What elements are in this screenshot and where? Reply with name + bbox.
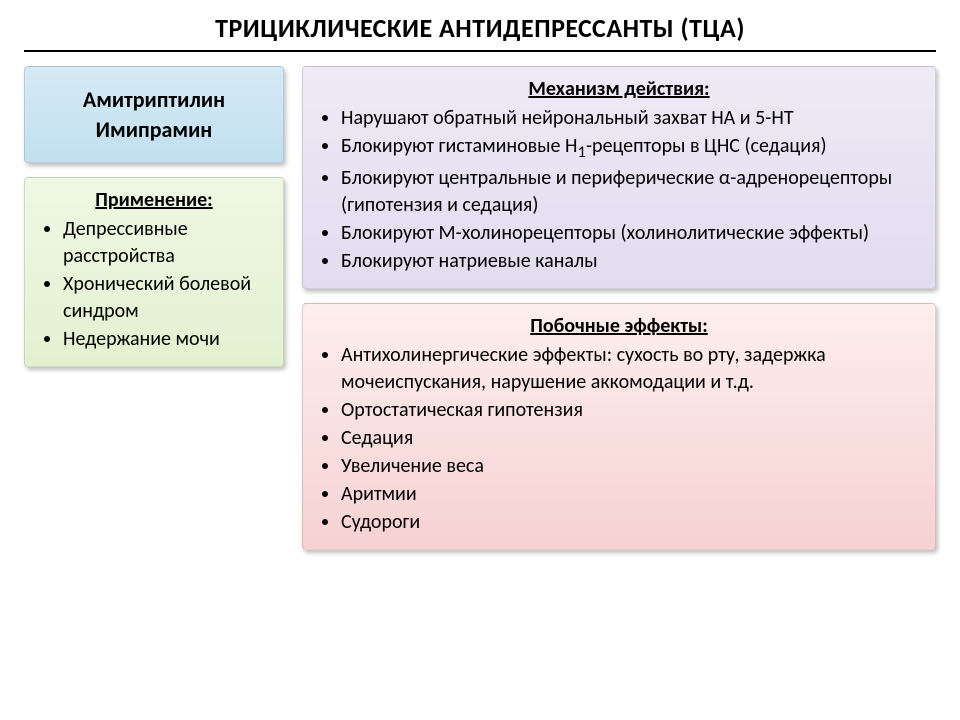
list-item: Седация — [341, 425, 921, 452]
side-effects-box: Побочные эффекты: Антихолинергические эф… — [302, 303, 936, 550]
content-layout: Амитриптилин Имипрамин Применение: Депре… — [24, 66, 936, 550]
side-effects-title: Побочные эффекты: — [317, 314, 921, 338]
drug-name-2: Имипрамин — [33, 115, 275, 145]
list-item: Хронический болевой синдром — [63, 271, 269, 325]
mechanism-list: Нарушают обратный нейрональный захват НА… — [317, 105, 921, 275]
list-item: Недержание мочи — [63, 326, 269, 353]
uses-list: Депрессивные расстройства Хронический бо… — [39, 216, 269, 353]
left-column: Амитриптилин Имипрамин Применение: Депре… — [24, 66, 284, 367]
list-item: Блокируют натриевые каналы — [341, 248, 921, 275]
list-item: Блокируют гистаминовые H1-рецепторы в ЦН… — [341, 133, 921, 164]
drug-name-1: Амитриптилин — [33, 85, 275, 115]
list-item: Блокируют центральные и периферические α… — [341, 165, 921, 219]
list-item: Ортостатическая гипотензия — [341, 397, 921, 424]
list-item: Судороги — [341, 509, 921, 536]
uses-title: Применение: — [39, 188, 269, 212]
side-effects-list: Антихолинергические эффекты: сухость во … — [317, 342, 921, 536]
list-item: Депрессивные расстройства — [63, 216, 269, 270]
list-item: Антихолинергические эффекты: сухость во … — [341, 342, 921, 396]
uses-box: Применение: Депрессивные расстройства Хр… — [24, 177, 284, 367]
mechanism-title: Механизм действия: — [317, 77, 921, 101]
drugs-box: Амитриптилин Имипрамин — [24, 66, 284, 163]
list-item: Блокируют М-холинорецепторы (холинолитич… — [341, 220, 921, 247]
list-item: Увеличение веса — [341, 453, 921, 480]
list-item: Нарушают обратный нейрональный захват НА… — [341, 105, 921, 132]
right-column: Механизм действия: Нарушают обратный ней… — [302, 66, 936, 550]
mechanism-box: Механизм действия: Нарушают обратный ней… — [302, 66, 936, 289]
page-title: ТРИЦИКЛИЧЕСКИЕ АНТИДЕПРЕССАНТЫ (ТЦА) — [24, 12, 936, 52]
list-item: Аритмии — [341, 481, 921, 508]
